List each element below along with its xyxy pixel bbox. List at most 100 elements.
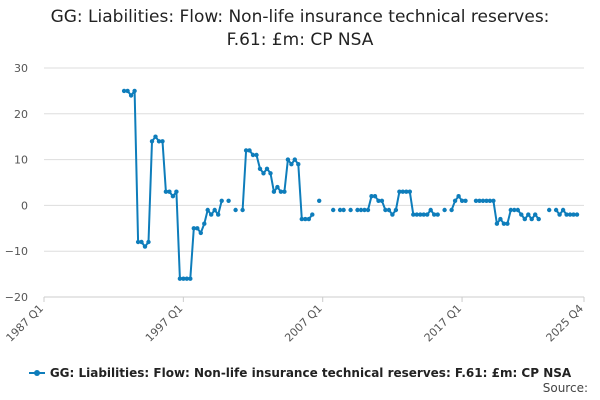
data-point-50 [216,212,221,217]
data-point-127 [484,198,489,203]
data-point-44 [195,226,200,231]
data-point-134 [508,207,513,213]
data-point-24 [125,88,130,94]
y-tick-label--10: −10 [5,245,28,258]
data-point-73 [296,162,301,167]
data-point-57 [240,207,245,213]
series-line-segment-3 [241,149,314,221]
data-point-61 [254,152,259,158]
data-point-30 [146,239,151,245]
data-point-26 [132,88,137,94]
data-point-90 [355,207,360,213]
data-point-66 [271,189,277,194]
y-tick-label-30: 30 [14,62,28,75]
data-point-74 [299,216,304,222]
data-point-92 [362,207,367,213]
grid-lines [44,67,584,298]
data-point-45 [198,230,203,236]
data-point-33 [156,139,162,144]
data-point-119 [456,194,461,199]
data-point-145 [547,207,552,213]
legend-swatch [28,369,45,376]
data-point-150 [564,212,569,217]
series-line [124,89,577,280]
x-tick-label-4: 2025 Q4 [544,302,587,345]
data-point-124 [473,198,479,203]
data-point-98 [383,207,388,213]
x-tick-label-0: 1987 Q1 [4,302,47,345]
data-point-139 [526,212,531,217]
data-point-71 [289,162,294,167]
data-point-88 [348,207,353,213]
x-tick-label-3: 2017 Q1 [422,302,465,345]
data-point-108 [418,212,423,217]
data-point-23 [121,88,127,94]
data-point-36 [167,189,172,194]
data-point-137 [519,212,524,217]
data-point-25 [128,93,134,98]
data-point-37 [170,194,176,199]
data-point-101 [393,207,399,213]
data-point-151 [567,212,573,217]
data-point-63 [261,171,266,176]
data-point-148 [557,212,562,217]
data-point-142 [536,216,541,222]
chart-legend: GG: Liabilities: Flow: Non-life insuranc… [0,366,600,380]
data-point-86 [341,207,346,213]
data-point-132 [501,221,507,226]
legend-label: GG: Liabilities: Flow: Non-life insuranc… [49,366,572,380]
data-point-91 [358,207,364,213]
data-point-129 [491,198,496,203]
y-tick-label-10: 10 [14,154,28,167]
data-point-96 [376,198,381,203]
data-point-121 [463,198,468,203]
series-line-segment-0 [124,89,223,280]
data-point-153 [574,212,580,217]
series-points [121,88,580,281]
data-point-29 [142,244,148,249]
data-point-136 [515,207,520,213]
data-point-130 [494,221,500,226]
data-point-113 [435,212,440,217]
data-point-64 [264,166,270,171]
data-point-106 [411,212,416,217]
data-point-70 [285,157,291,162]
data-point-39 [177,276,183,281]
data-point-49 [212,207,217,213]
y-axis: −20 −10 0 10 20 30 [5,62,28,304]
data-point-59 [247,148,252,153]
chart-title-line-2: F.61: £m: CP NSA [226,30,374,50]
data-point-133 [505,221,510,226]
data-point-28 [139,239,144,245]
data-point-128 [487,198,493,203]
data-point-46 [202,221,207,226]
data-point-131 [498,216,503,222]
data-point-67 [275,184,280,190]
data-point-75 [303,216,308,222]
data-point-147 [553,207,559,213]
data-point-109 [421,212,426,217]
data-point-94 [369,194,374,199]
data-point-42 [188,276,193,281]
data-point-47 [205,207,210,213]
data-point-51 [219,198,224,203]
data-point-43 [191,226,196,231]
y-tick-label-0: 0 [21,199,28,212]
data-point-135 [512,207,517,213]
chart-title-line-1: GG: Liabilities: Flow: Non-life insuranc… [50,7,550,27]
data-point-120 [459,198,465,203]
x-tick-label-1: 1997 Q1 [143,302,186,345]
data-point-79 [317,198,322,203]
data-point-77 [310,212,315,217]
source-label: Source: [542,381,588,395]
data-point-97 [379,198,385,203]
data-point-149 [560,207,566,213]
data-point-62 [257,166,263,171]
data-point-48 [209,212,214,217]
data-point-126 [480,198,486,203]
y-tick-label--20: −20 [5,291,28,304]
data-point-110 [425,212,430,217]
data-point-35 [163,189,169,194]
data-point-112 [432,212,437,217]
